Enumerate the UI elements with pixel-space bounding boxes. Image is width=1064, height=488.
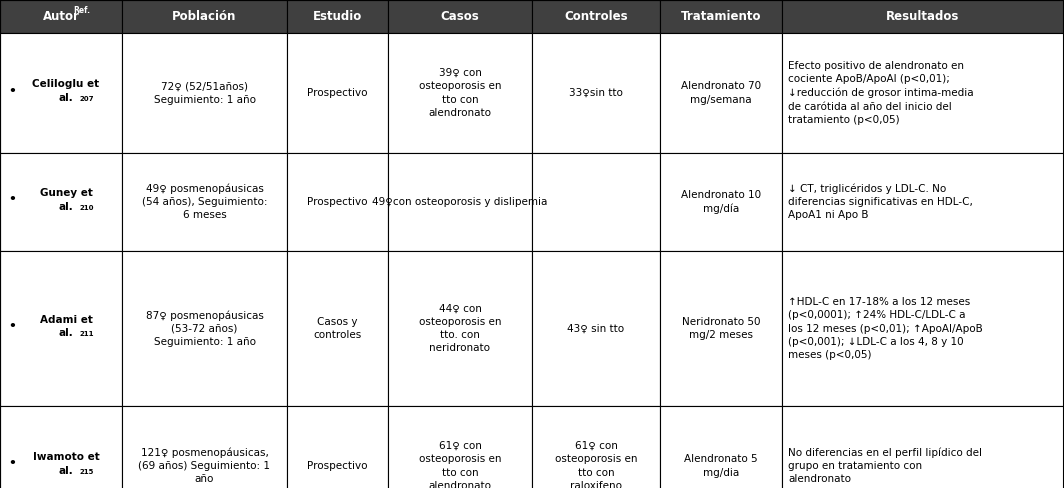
Text: No diferencias en el perfil lipídico del
grupo en tratamiento con
alendronato: No diferencias en el perfil lipídico del… (788, 447, 982, 485)
Bar (660, 0, 782, 33)
Bar (0, 153, 122, 251)
Bar (0, 33, 122, 153)
Text: Prospectivo: Prospectivo (307, 88, 368, 98)
Bar (122, 153, 287, 251)
Text: •: • (9, 194, 16, 206)
Text: 43♀ sin tto: 43♀ sin tto (567, 324, 625, 333)
Bar (388, 33, 532, 153)
Text: 87♀ posmenopáusicas
(53-72 años)
Seguimiento: 1 año: 87♀ posmenopáusicas (53-72 años) Seguimi… (146, 310, 264, 347)
Text: ↓ CT, triglicéridos y LDL-C. No
diferencias significativas en HDL-C,
ApoA1 ni Ap: ↓ CT, triglicéridos y LDL-C. No diferenc… (788, 183, 972, 221)
Text: Iwamoto et
al.: Iwamoto et al. (33, 452, 99, 476)
Text: •: • (9, 320, 16, 333)
Text: Controles: Controles (564, 10, 628, 23)
Text: 33♀sin tto: 33♀sin tto (569, 88, 622, 98)
Text: Tratamiento: Tratamiento (681, 10, 761, 23)
Bar (122, 33, 287, 153)
Bar (782, 251, 1064, 406)
Text: Ref.: Ref. (73, 6, 90, 15)
Bar (388, 251, 532, 406)
Text: Neridronato 50
mg/2 meses: Neridronato 50 mg/2 meses (682, 317, 761, 340)
Text: 39♀ con
osteoporosis en
tto con
alendronato: 39♀ con osteoporosis en tto con alendron… (419, 68, 501, 118)
Text: 121♀ posmenopáusicas,
(69 años) Seguimiento: 1
año: 121♀ posmenopáusicas, (69 años) Seguimie… (138, 447, 270, 485)
Bar (532, 153, 660, 251)
Bar (287, 251, 388, 406)
Text: Autor: Autor (43, 10, 80, 23)
Bar (782, 0, 1064, 33)
Bar (782, 153, 1064, 251)
Bar (287, 406, 388, 488)
Text: Efecto positivo de alendronato en
cociente ApoB/ApoAI (p<0,01);
↓reducción de gr: Efecto positivo de alendronato en cocien… (788, 61, 974, 125)
Bar (287, 0, 388, 33)
Text: •: • (9, 84, 16, 98)
Bar (122, 0, 287, 33)
Bar (782, 33, 1064, 153)
Text: Adami et
al.: Adami et al. (39, 315, 93, 338)
Bar (122, 406, 287, 488)
Text: Población: Población (172, 10, 236, 23)
Text: Celiloglu et
al.: Celiloglu et al. (32, 80, 100, 102)
Text: 49♀con osteoporosis y dislipemia: 49♀con osteoporosis y dislipemia (372, 197, 548, 207)
Text: •: • (9, 458, 16, 470)
Bar (532, 406, 660, 488)
Bar (287, 153, 388, 251)
Text: Estudio: Estudio (313, 10, 362, 23)
Text: Casos y
controles: Casos y controles (314, 317, 362, 340)
Text: 61♀ con
osteoporosis en
tto con
alendronato: 61♀ con osteoporosis en tto con alendron… (419, 441, 501, 488)
Bar (122, 251, 287, 406)
Bar (660, 33, 782, 153)
Text: 215: 215 (80, 469, 95, 475)
Text: Guney et
al.: Guney et al. (39, 188, 93, 212)
Bar (388, 406, 532, 488)
Bar (532, 0, 660, 33)
Bar (660, 153, 782, 251)
Text: 207: 207 (80, 96, 95, 102)
Text: 72♀ (52/51años)
Seguimiento: 1 año: 72♀ (52/51años) Seguimiento: 1 año (153, 81, 255, 104)
Bar (782, 406, 1064, 488)
Text: 49♀ posmenopáusicas
(54 años), Seguimiento:
6 meses: 49♀ posmenopáusicas (54 años), Seguimien… (142, 183, 267, 221)
Bar (660, 406, 782, 488)
Text: 210: 210 (80, 205, 95, 211)
Bar (532, 251, 660, 406)
Bar (0, 406, 122, 488)
Bar (0, 0, 122, 33)
Text: Alendronato 70
mg/semana: Alendronato 70 mg/semana (681, 81, 761, 104)
Text: Casos: Casos (440, 10, 480, 23)
Bar (287, 33, 388, 153)
Bar (532, 33, 660, 153)
Bar (388, 0, 532, 33)
Bar (388, 153, 532, 251)
Text: ↑HDL-C en 17-18% a los 12 meses
(p<0,0001); ↑24% HDL-C/LDL-C a
los 12 meses (p<0: ↑HDL-C en 17-18% a los 12 meses (p<0,000… (788, 297, 983, 360)
Text: Alendronato 10
mg/día: Alendronato 10 mg/día (681, 190, 761, 214)
Text: Resultados: Resultados (886, 10, 960, 23)
Bar (0, 251, 122, 406)
Text: 61♀ con
osteoporosis en
tto con
raloxifeno: 61♀ con osteoporosis en tto con raloxife… (554, 441, 637, 488)
Text: 211: 211 (80, 331, 95, 338)
Bar (660, 251, 782, 406)
Text: Alendronato 5
mg/dia: Alendronato 5 mg/dia (684, 454, 758, 478)
Text: Prospectivo: Prospectivo (307, 461, 368, 471)
Text: Prospectivo: Prospectivo (307, 197, 368, 207)
Text: 44♀ con
osteoporosis en
tto. con
neridronato: 44♀ con osteoporosis en tto. con neridro… (419, 304, 501, 353)
